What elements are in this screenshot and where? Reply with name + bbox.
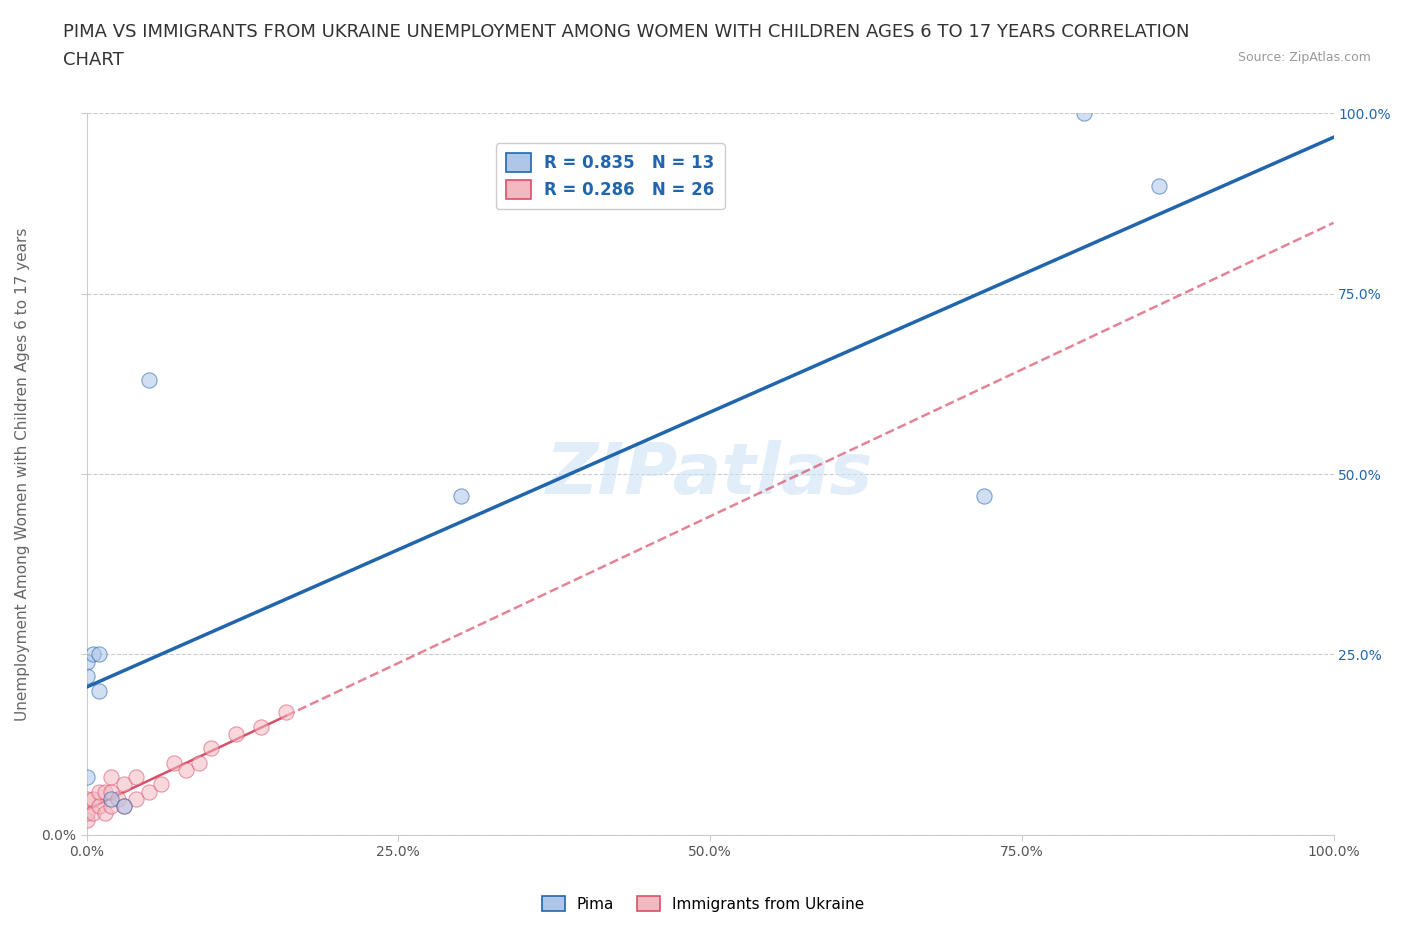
Point bbox=[87, 799, 110, 814]
Text: PIMA VS IMMIGRANTS FROM UKRAINE UNEMPLOYMENT AMONG WOMEN WITH CHILDREN AGES 6 TO: PIMA VS IMMIGRANTS FROM UKRAINE UNEMPLOY… bbox=[63, 23, 1189, 41]
Point bbox=[76, 770, 98, 785]
Text: CHART: CHART bbox=[63, 51, 124, 69]
Text: ZIPatlas: ZIPatlas bbox=[547, 440, 873, 509]
Legend: Pima, Immigrants from Ukraine: Pima, Immigrants from Ukraine bbox=[536, 889, 870, 918]
Legend: R = 0.835   N = 13, R = 0.286   N = 26: R = 0.835 N = 13, R = 0.286 N = 26 bbox=[496, 143, 724, 209]
Point bbox=[76, 791, 98, 806]
Point bbox=[82, 805, 104, 820]
Point bbox=[1073, 106, 1095, 121]
Point bbox=[107, 791, 129, 806]
Point bbox=[250, 719, 273, 734]
Point bbox=[112, 799, 135, 814]
Point bbox=[187, 755, 209, 770]
Point bbox=[274, 705, 297, 720]
Point bbox=[225, 726, 247, 741]
Point bbox=[82, 791, 104, 806]
Point bbox=[138, 373, 160, 388]
Point bbox=[125, 770, 148, 785]
Point bbox=[112, 799, 135, 814]
Point bbox=[150, 777, 173, 791]
Point bbox=[76, 654, 98, 669]
Point bbox=[76, 805, 98, 820]
Point bbox=[76, 669, 98, 684]
Point bbox=[174, 763, 197, 777]
Point bbox=[82, 647, 104, 662]
Point bbox=[100, 799, 122, 814]
Point bbox=[100, 791, 122, 806]
Point bbox=[94, 805, 117, 820]
Point bbox=[200, 741, 222, 756]
Point bbox=[100, 770, 122, 785]
Point bbox=[125, 791, 148, 806]
Point bbox=[112, 777, 135, 791]
Point bbox=[1147, 179, 1170, 193]
Point bbox=[76, 813, 98, 828]
Point bbox=[450, 488, 472, 503]
Point bbox=[100, 784, 122, 799]
Point bbox=[138, 784, 160, 799]
Y-axis label: Unemployment Among Women with Children Ages 6 to 17 years: Unemployment Among Women with Children A… bbox=[15, 228, 30, 721]
Point bbox=[87, 784, 110, 799]
Text: Source: ZipAtlas.com: Source: ZipAtlas.com bbox=[1237, 51, 1371, 64]
Point bbox=[87, 647, 110, 662]
Point bbox=[87, 684, 110, 698]
Point bbox=[94, 784, 117, 799]
Point bbox=[163, 755, 186, 770]
Point bbox=[973, 488, 995, 503]
